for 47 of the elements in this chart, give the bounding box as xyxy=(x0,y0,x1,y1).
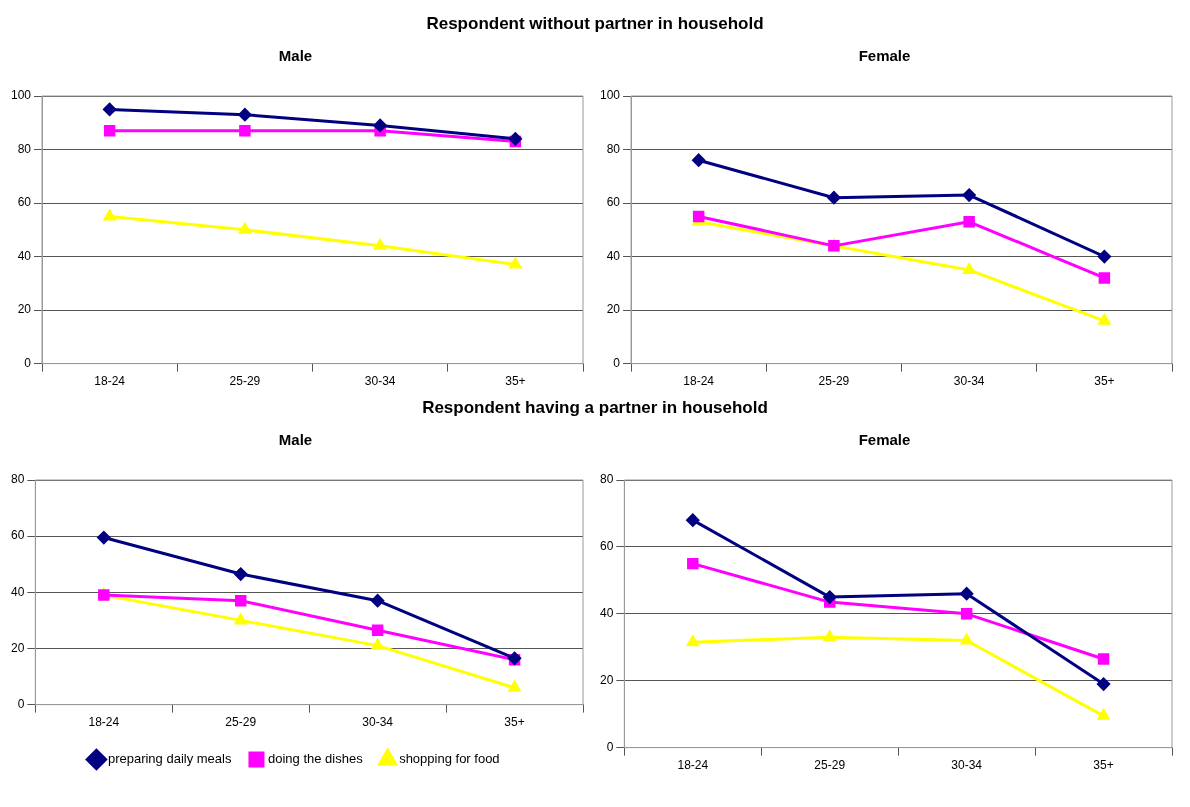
x-tick-label: 35+ xyxy=(1093,758,1114,773)
y-tick-label: 60 xyxy=(599,539,614,554)
x-tick-label: 18-24 xyxy=(88,715,120,730)
y-tick-label: 20 xyxy=(599,673,614,688)
y-tick-label: 20 xyxy=(17,302,32,317)
y-tick-label: 60 xyxy=(606,195,621,210)
y-tick-label: 20 xyxy=(606,302,621,317)
chart-title: Female xyxy=(858,431,911,449)
chart-title: Male xyxy=(278,431,313,449)
y-tick-label: 60 xyxy=(10,528,25,543)
y-tick-label: 100 xyxy=(599,88,621,103)
x-tick-label: 30-34 xyxy=(953,374,985,389)
y-tick-label: 0 xyxy=(613,355,621,370)
y-tick-label: 0 xyxy=(24,355,32,370)
chart-title: Female xyxy=(858,47,911,65)
x-tick-label: 30-34 xyxy=(951,758,983,773)
y-tick-label: 40 xyxy=(10,584,25,599)
x-tick-label: 35+ xyxy=(504,715,525,730)
chart-subtitle: Respondent having a partner in household xyxy=(421,398,769,418)
y-tick-label: 0 xyxy=(606,739,614,754)
chart-title: Male xyxy=(278,47,313,65)
y-tick-label: 80 xyxy=(606,141,621,156)
x-tick-label: 25-29 xyxy=(818,374,850,389)
y-tick-label: 40 xyxy=(599,606,614,621)
y-tick-label: 80 xyxy=(17,141,32,156)
x-tick-label: 30-34 xyxy=(364,374,396,389)
y-tick-label: 40 xyxy=(606,248,621,263)
y-tick-label: 80 xyxy=(599,472,614,487)
legend-label: shopping for food xyxy=(399,751,500,767)
chart-subtitle: Respondent without partner in household xyxy=(425,14,765,34)
x-tick-label: 25-29 xyxy=(229,374,261,389)
x-tick-label: 18-24 xyxy=(683,374,715,389)
y-tick-label: 0 xyxy=(17,696,25,711)
y-tick-label: 60 xyxy=(17,195,32,210)
x-tick-label: 25-29 xyxy=(814,758,846,773)
legend-label: doing the dishes xyxy=(267,751,364,767)
y-tick-label: 100 xyxy=(10,88,32,103)
x-tick-label: 35+ xyxy=(505,374,526,389)
x-tick-label: 35+ xyxy=(1094,374,1115,389)
x-tick-label: 30-34 xyxy=(362,715,394,730)
y-tick-label: 80 xyxy=(10,472,25,487)
x-tick-label: 18-24 xyxy=(677,758,709,773)
x-tick-label: 25-29 xyxy=(225,715,257,730)
x-tick-label: 18-24 xyxy=(94,374,126,389)
y-tick-label: 40 xyxy=(17,248,32,263)
y-tick-label: 20 xyxy=(10,640,25,655)
legend-label: preparing daily meals xyxy=(107,751,232,767)
